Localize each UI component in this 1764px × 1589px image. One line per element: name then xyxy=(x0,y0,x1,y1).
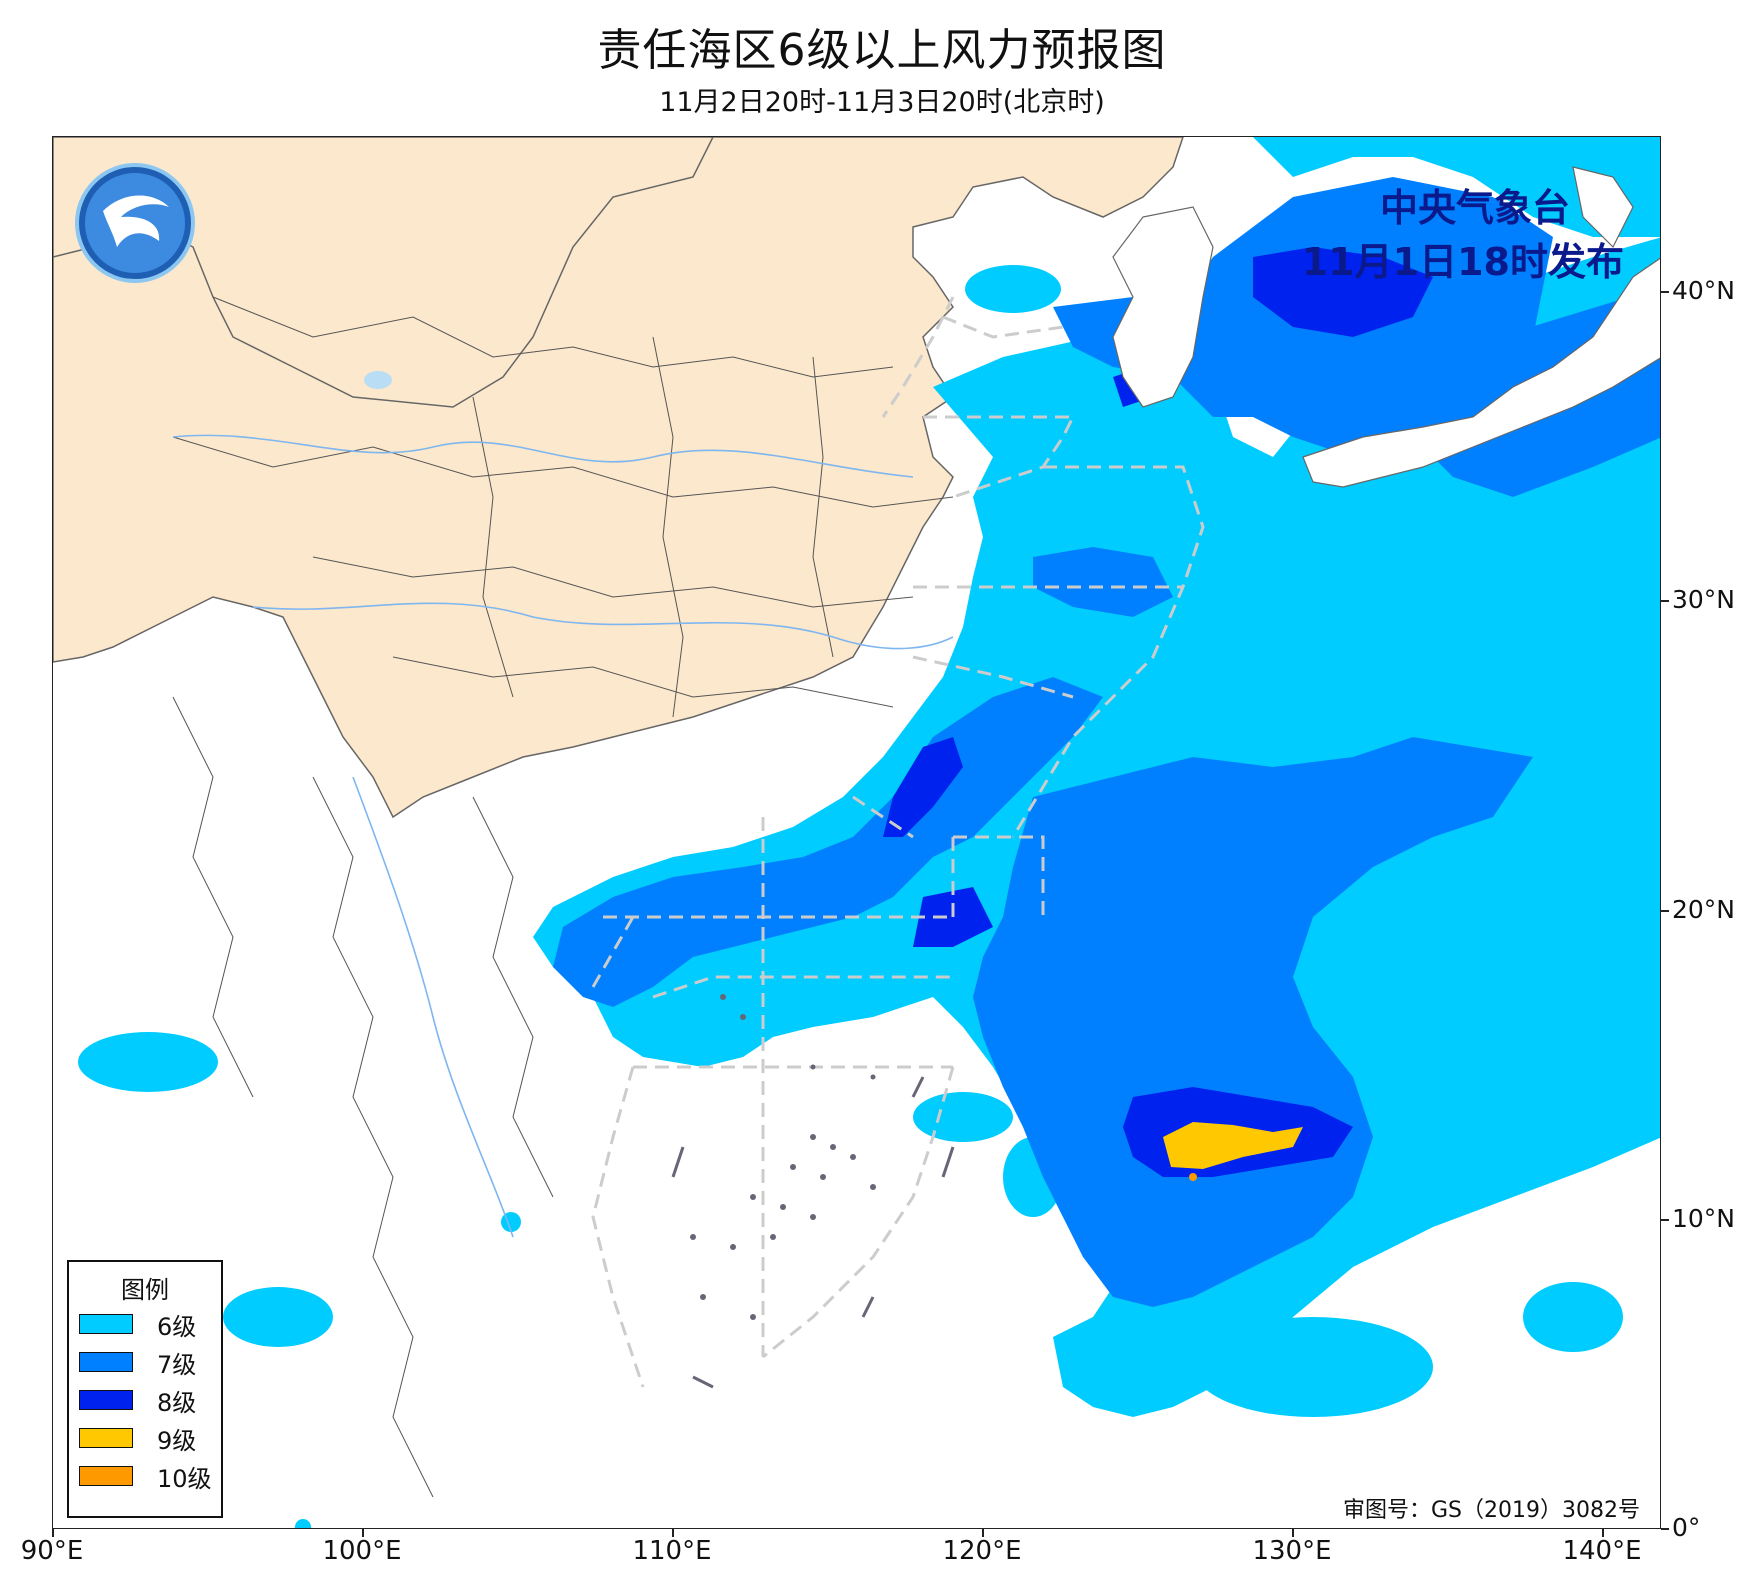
lon-label: 90°E xyxy=(20,1536,84,1566)
lat-label: 30°N xyxy=(1672,585,1736,614)
wind-area-9 xyxy=(1163,1122,1303,1169)
lon-label: 120°E xyxy=(942,1536,1022,1566)
legend-item: 10级 xyxy=(79,1457,221,1495)
lon-label: 100°E xyxy=(322,1536,402,1566)
legend: 图例 6级 7级 8级 9级 10级 xyxy=(67,1260,223,1518)
wind-map xyxy=(53,137,1660,1528)
lat-label: 10°N xyxy=(1672,1204,1736,1233)
legend-swatch xyxy=(79,1314,133,1334)
lon-tick xyxy=(1602,1529,1604,1537)
qinghai-lake xyxy=(364,371,392,389)
lon-tick xyxy=(362,1529,364,1537)
lat-tick xyxy=(1661,600,1669,602)
nine-dash-line xyxy=(671,1076,955,1389)
legend-label: 6级 xyxy=(157,1312,197,1341)
legend-label: 9级 xyxy=(157,1426,197,1455)
lon-label: 130°E xyxy=(1252,1536,1332,1566)
issuer-name: 中央气象台 xyxy=(1379,186,1570,230)
spratly-islands xyxy=(690,994,876,1320)
lat-tick xyxy=(1661,1219,1669,1221)
legend-title: 图例 xyxy=(121,1276,169,1304)
legend-label: 7级 xyxy=(157,1350,197,1379)
lat-label: 40°N xyxy=(1672,276,1736,305)
legend-swatch xyxy=(79,1352,133,1372)
sea-area-boundaries xyxy=(591,296,1205,1388)
lon-tick xyxy=(672,1529,674,1537)
rivers xyxy=(172,434,954,1238)
lon-tick xyxy=(52,1529,54,1537)
lat-tick xyxy=(1661,291,1669,293)
legend-swatch xyxy=(79,1466,133,1486)
map-subtitle: 11月2日20时-11月3日20时(北京时) xyxy=(659,87,1105,118)
legend-label: 10级 xyxy=(157,1464,212,1493)
legend-swatch xyxy=(79,1428,133,1448)
lat-label: 20°N xyxy=(1672,895,1736,924)
lon-label: 110°E xyxy=(632,1536,712,1566)
approval-number: 审图号：GS（2019）3082号 xyxy=(1343,1498,1640,1523)
lat-tick xyxy=(1661,910,1669,912)
korea-japan-land xyxy=(1112,166,1660,488)
legend-swatch xyxy=(79,1390,133,1410)
map-frame: 中央气象台 11月1日18时发布 审图号：GS（2019）3082号 图例 6级… xyxy=(52,136,1661,1529)
legend-item: 9级 xyxy=(79,1419,221,1457)
issuer-time: 11月1日18时发布 xyxy=(1301,240,1624,284)
lat-label: 0° xyxy=(1672,1513,1701,1542)
legend-item: 8级 xyxy=(79,1381,221,1419)
legend-item: 6级 xyxy=(79,1305,221,1343)
legend-label: 8级 xyxy=(157,1388,197,1417)
legend-item: 7级 xyxy=(79,1343,221,1381)
lon-label: 140°E xyxy=(1562,1536,1642,1566)
lon-tick xyxy=(982,1529,984,1537)
cma-logo-icon xyxy=(75,163,195,283)
province-borders xyxy=(172,296,954,1498)
wind-area-10 xyxy=(1189,1173,1197,1181)
lat-tick xyxy=(1661,1528,1669,1530)
map-title: 责任海区6级以上风力预报图 xyxy=(597,25,1167,76)
lon-tick xyxy=(1292,1529,1294,1537)
